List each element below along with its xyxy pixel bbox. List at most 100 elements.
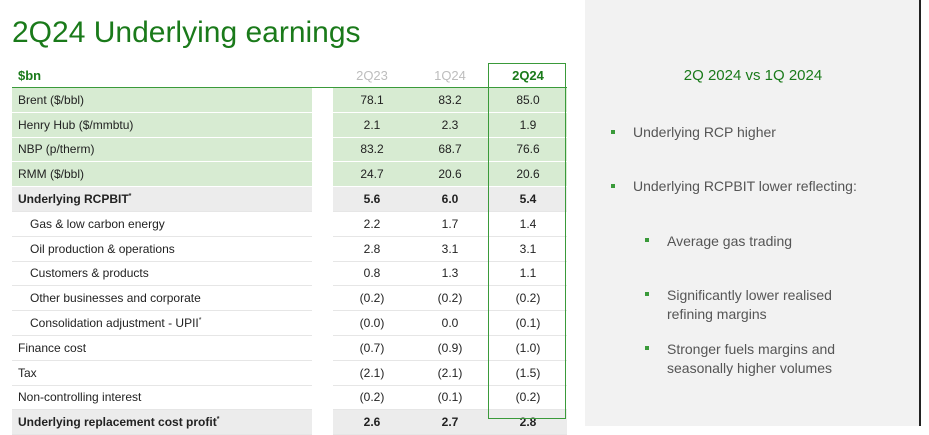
row-label-text: Consolidation adjustment - UPII (30, 316, 199, 331)
sub-bullet: Average gas trading (645, 232, 867, 251)
cell-value: (0.2) (489, 285, 567, 312)
row-label: Oil production & operations (12, 236, 312, 262)
cell-value: 2.3 (411, 112, 489, 138)
cell-value: 2.7 (411, 409, 489, 435)
panel-heading: 2Q 2024 vs 1Q 2024 (683, 67, 823, 84)
row-label: RMM ($/bbl) (12, 161, 312, 188)
cell-value: 76.6 (489, 137, 567, 163)
table-row: NBP (p/therm) 83.2 68.7 76.6 (12, 137, 567, 163)
cell-value: 83.2 (333, 137, 411, 163)
spacer (312, 261, 333, 286)
slide: 2Q24 Underlying earnings $bn 2Q23 1Q24 2Q24… (12, 0, 921, 435)
row-label-text: Customers & products (30, 266, 149, 281)
cell-value: (2.1) (333, 360, 411, 386)
cell-value: 5.4 (489, 186, 567, 212)
cell-value: 0.8 (333, 261, 411, 287)
cell-value: (1.0) (489, 335, 567, 361)
cell-value: 83.2 (411, 87, 489, 113)
row-label: Non-controlling interest (12, 385, 312, 411)
cell-value: 20.6 (411, 161, 489, 188)
row-label: Brent ($/bbl) (12, 87, 312, 113)
table-row: Oil production & operations 2.8 3.1 3.1 (12, 236, 567, 262)
cell-value: (2.1) (411, 360, 489, 386)
cell-value: 2.6 (333, 409, 411, 435)
cell-value: (1.5) (489, 360, 567, 386)
spacer (312, 63, 333, 88)
cell-value: 3.1 (489, 236, 567, 262)
spacer (312, 385, 333, 410)
row-label: Underlying RCPBIT* (12, 186, 312, 212)
row-label-text: Gas & low carbon energy (30, 216, 165, 231)
column-header: $bn (12, 63, 312, 88)
footnote-marker: * (128, 193, 132, 201)
footnote-marker: * (198, 317, 202, 325)
table-row: RMM ($/bbl) 24.7 20.6 20.6 (12, 161, 567, 188)
sub-bullet: Significantly lower realised refining ma… (645, 286, 867, 324)
row-label-text: Brent ($/bbl) (18, 92, 85, 107)
cell-value: (0.2) (333, 385, 411, 411)
cell-value: (0.2) (411, 285, 489, 312)
table-row: Consolidation adjustment - UPII* (0.0) 0.0… (12, 310, 567, 336)
table-row: Underlying replacement cost profit* 2.6 2.… (12, 409, 567, 435)
header-row: $bn 2Q23 1Q24 2Q24 (12, 63, 567, 88)
cell-value: 2.1 (333, 112, 411, 138)
spacer (312, 211, 333, 236)
table-row: Henry Hub ($/mmbtu) 2.1 2.3 1.9 (12, 112, 567, 138)
row-label-text: RMM ($/bbl) (18, 167, 85, 182)
cell-value: 1.9 (489, 112, 567, 138)
column-header: 1Q24 (411, 63, 489, 88)
row-label: Finance cost (12, 335, 312, 361)
spacer (312, 112, 333, 137)
cell-value: (0.2) (333, 285, 411, 312)
row-label: Consolidation adjustment - UPII* (12, 310, 312, 336)
row-label: Underlying replacement cost profit* (12, 409, 312, 435)
table-row: Gas & low carbon energy 2.2 1.7 1.4 (12, 211, 567, 237)
cell-value: 1.4 (489, 211, 567, 237)
cell-value: 1.3 (411, 261, 489, 287)
spacer (312, 286, 333, 311)
cell-value: 2.8 (489, 409, 567, 435)
spacer (312, 137, 333, 162)
spacer (312, 162, 333, 187)
cell-value: (0.1) (489, 310, 567, 336)
cell-value: 1.1 (489, 261, 567, 287)
cell-value: (0.0) (333, 310, 411, 336)
table-row: Brent ($/bbl) 78.1 83.2 85.0 (12, 87, 567, 113)
earnings-table: $bn 2Q23 1Q24 2Q24 Brent ($/bbl) 78.1 83.2 85.0… (12, 63, 567, 435)
cell-value: 1.7 (411, 211, 489, 237)
cell-value: 20.6 (489, 161, 567, 188)
spacer (312, 88, 333, 113)
commentary-panel: 2Q 2024 vs 1Q 2024 Underlying RCP higher… (585, 0, 921, 426)
cell-value: 2.2 (333, 211, 411, 237)
bullet: Underlying RCPBIT lower reflecting: (611, 178, 903, 194)
cell-value: 2.8 (333, 236, 411, 262)
row-label: Gas & low carbon energy (12, 211, 312, 237)
row-label-text: Finance cost (18, 340, 87, 355)
spacer (312, 360, 333, 385)
spacer (312, 410, 333, 435)
cell-value: 6.0 (411, 186, 489, 212)
table-row: Tax (2.1) (2.1) (1.5) (12, 360, 567, 386)
bullet: Underlying RCP higher (611, 124, 903, 140)
table-row: Finance cost (0.7) (0.9) (1.0) (12, 335, 567, 361)
row-label: Tax (12, 360, 312, 386)
cell-value: 68.7 (411, 137, 489, 163)
row-label-text: Underlying RCPBIT (18, 192, 129, 207)
cell-value: (0.9) (411, 335, 489, 361)
cell-value: (0.2) (489, 385, 567, 411)
row-label-text: Henry Hub ($/mmbtu) (18, 117, 134, 132)
row-label: Customers & products (12, 261, 312, 287)
cell-value: 5.6 (333, 186, 411, 212)
sub-bullet: Stronger fuels margins and seasonally hi… (645, 340, 867, 378)
row-label-text: Tax (18, 365, 37, 380)
table-row: Customers & products 0.8 1.3 1.1 (12, 261, 567, 287)
slide-title: 2Q24 Underlying earnings (12, 16, 361, 49)
spacer (312, 335, 333, 360)
row-label: Other businesses and corporate (12, 285, 312, 312)
row-label-text: Non-controlling interest (18, 390, 142, 405)
table-row: Underlying RCPBIT* 5.6 6.0 5.4 (12, 186, 567, 212)
row-label: NBP (p/therm) (12, 137, 312, 163)
table-row: Non-controlling interest (0.2) (0.1) (0.2) (12, 385, 567, 411)
spacer (312, 311, 333, 336)
footnote-marker: * (216, 416, 220, 424)
